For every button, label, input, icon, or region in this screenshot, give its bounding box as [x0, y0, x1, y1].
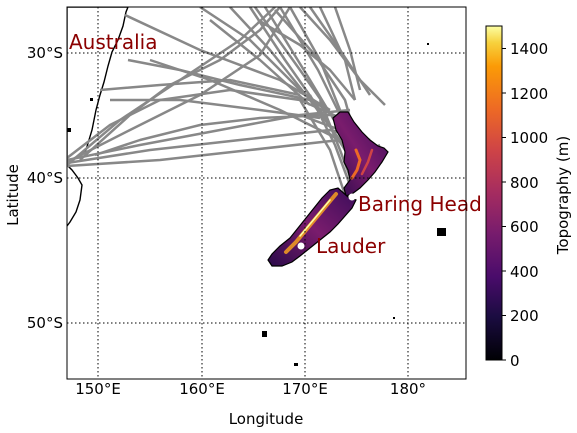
- x-tick-170e: 170°E: [282, 380, 328, 398]
- gridlines: [67, 7, 466, 379]
- lauder-marker: [297, 242, 305, 250]
- label-australia: Australia: [69, 30, 157, 54]
- colorbar-ticks: [502, 48, 506, 361]
- tasmania-fragment: [67, 128, 71, 132]
- chatham-islands: [437, 228, 446, 236]
- x-tick-150e: 150°E: [75, 380, 121, 398]
- colorbar: [485, 25, 503, 361]
- colorbar-tick-1000: 1000: [510, 129, 548, 147]
- lord-howe-island: [90, 98, 93, 101]
- colorbar-label: Topography (m): [554, 136, 572, 255]
- campbell-island: [294, 363, 298, 366]
- north-island-volcanic-plateau: [350, 148, 362, 180]
- colorbar-tick-600: 600: [510, 218, 539, 236]
- southern-alps-peaks: [299, 199, 331, 237]
- colorbar-tick-1400: 1400: [510, 40, 548, 58]
- label-baring-head: Baring Head: [358, 192, 482, 216]
- label-lauder: Lauder: [316, 234, 386, 258]
- x-tick-180: 180°: [390, 380, 426, 398]
- bounty-islands: [393, 317, 395, 319]
- colorbar-tick-200: 200: [510, 307, 539, 325]
- colorbar-tick-1200: 1200: [510, 85, 548, 103]
- auckland-islands: [262, 331, 267, 337]
- colorbar-tick-0: 0: [510, 352, 520, 370]
- kermadec-island: [427, 43, 429, 45]
- map-frame: [66, 6, 467, 380]
- y-tick-40s: 40°S: [27, 169, 63, 187]
- y-tick-50s: 50°S: [27, 314, 63, 332]
- australia-southeast-coast: [67, 164, 83, 227]
- x-tick-160e: 160°E: [179, 380, 225, 398]
- map-panel: [67, 7, 466, 379]
- y-axis-label: Latitude: [4, 164, 22, 226]
- colorbar-tick-800: 800: [510, 174, 539, 192]
- baring-head-marker: [348, 193, 356, 201]
- nz-north-island: [332, 111, 389, 197]
- north-island-east-ranges: [360, 148, 374, 176]
- colorbar-tick-400: 400: [510, 263, 539, 281]
- y-tick-30s: 30°S: [27, 44, 63, 62]
- x-axis-label: Longitude: [229, 410, 304, 428]
